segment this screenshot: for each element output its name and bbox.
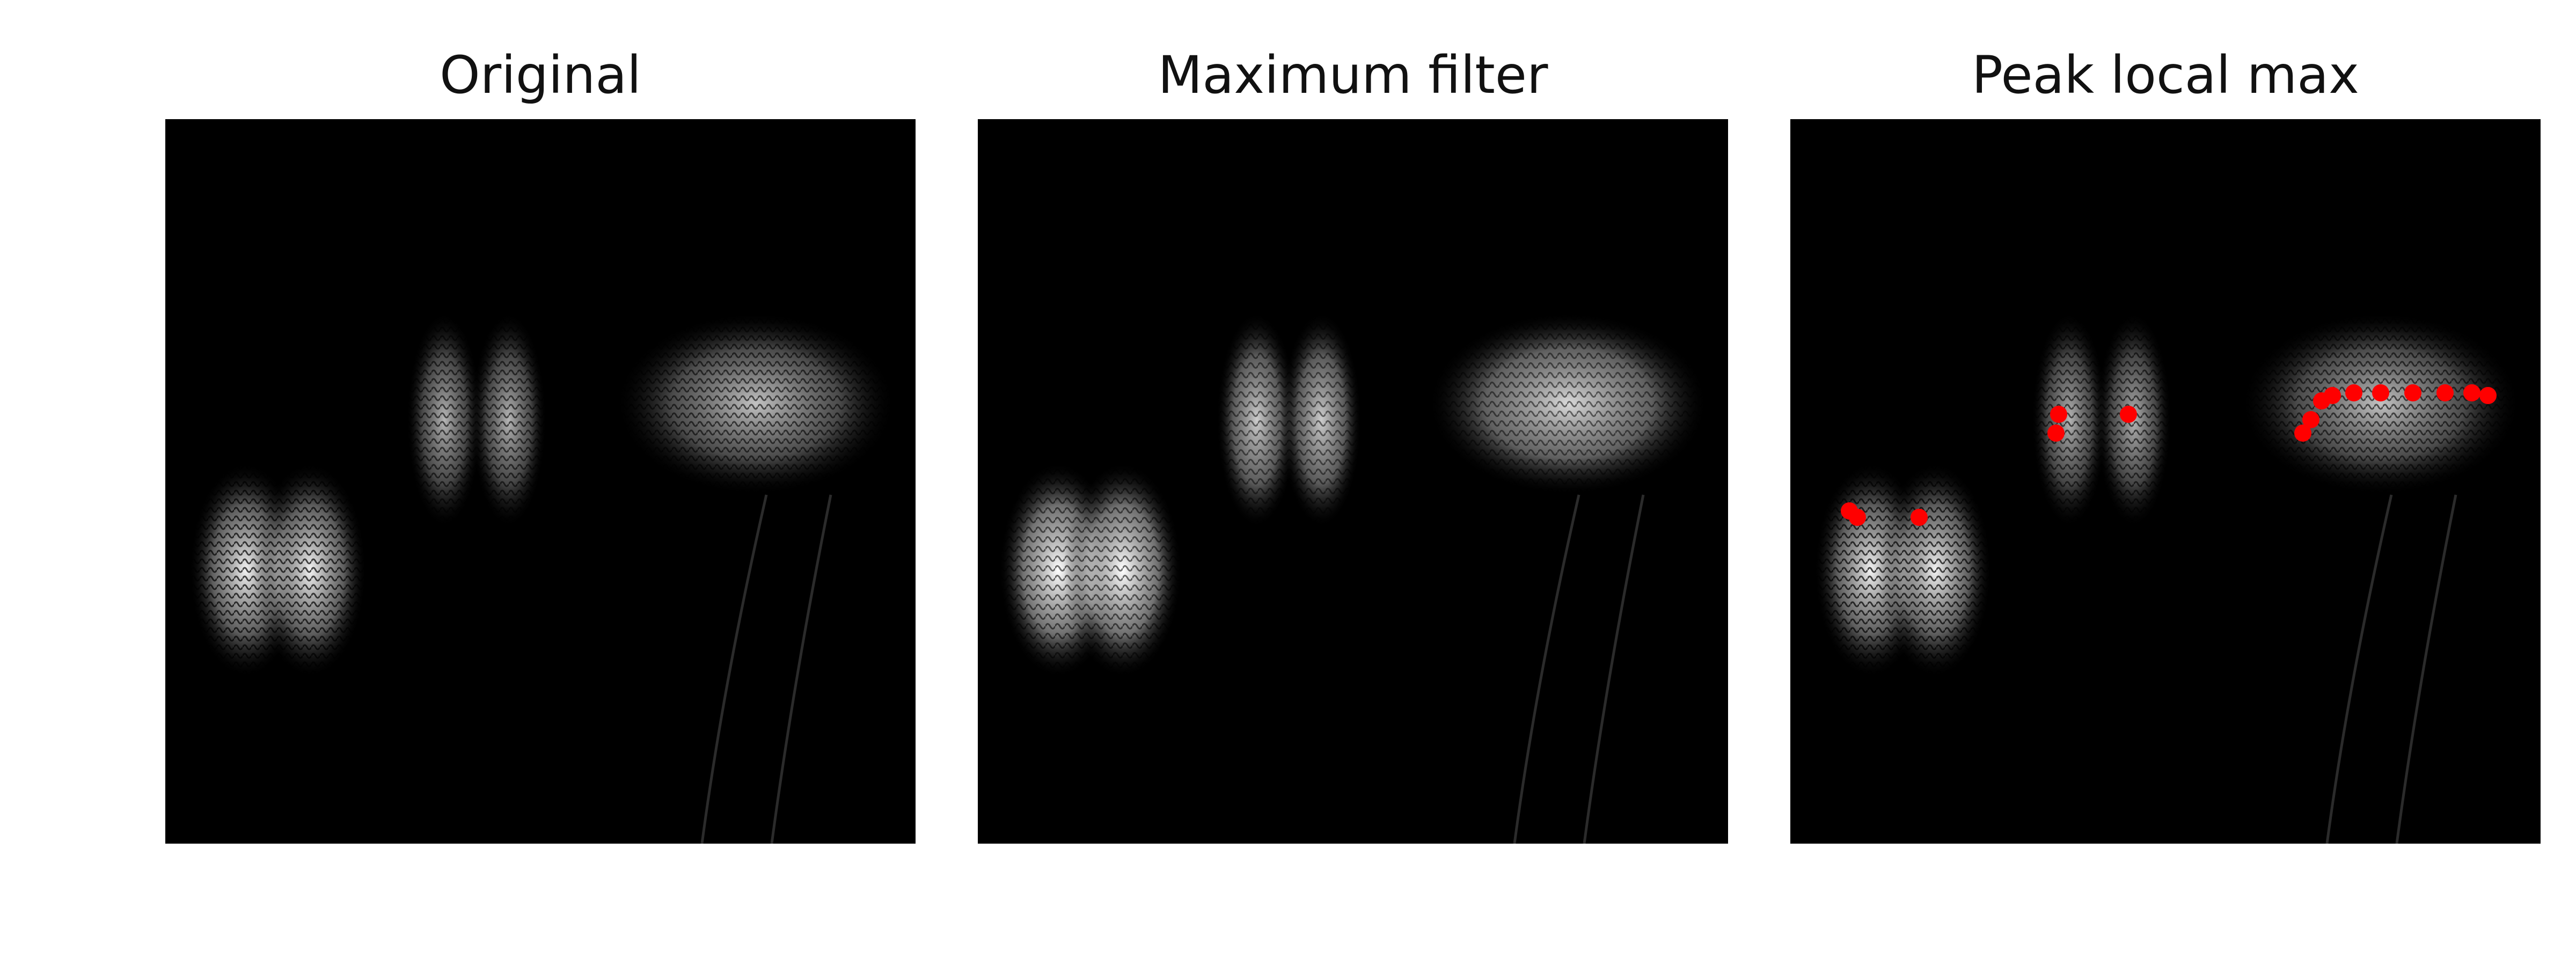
peak-marker (1911, 509, 1928, 526)
peak-markers (1841, 384, 2497, 526)
image-original-canvas (176, 307, 895, 844)
peak-marker (2463, 384, 2480, 401)
peak-marker (2050, 406, 2067, 423)
peak-marker (2120, 406, 2137, 423)
panel-title-maximum-filter: Maximum filter (1158, 45, 1548, 105)
panel-title-peak-local-max: Peak local max (1972, 45, 2359, 105)
peak-marker (2345, 384, 2362, 401)
image-maximum-filter (978, 119, 1728, 844)
peak-marker (1849, 509, 1866, 526)
peak-marker (2479, 387, 2497, 404)
peak-marker (2324, 387, 2341, 404)
peak-marker (2436, 384, 2454, 401)
peak-marker (2404, 384, 2421, 401)
peak-marker (2294, 425, 2311, 442)
image-peak-local-max (1790, 119, 2541, 844)
image-maximum-filter-canvas (989, 307, 1708, 844)
panel-title-original: Original (440, 45, 641, 105)
image-peak-local-max-canvas (1801, 307, 2520, 844)
peak-marker (2372, 384, 2389, 401)
peak-marker (2302, 411, 2319, 428)
peak-marker (2047, 425, 2065, 442)
image-original (165, 119, 916, 844)
